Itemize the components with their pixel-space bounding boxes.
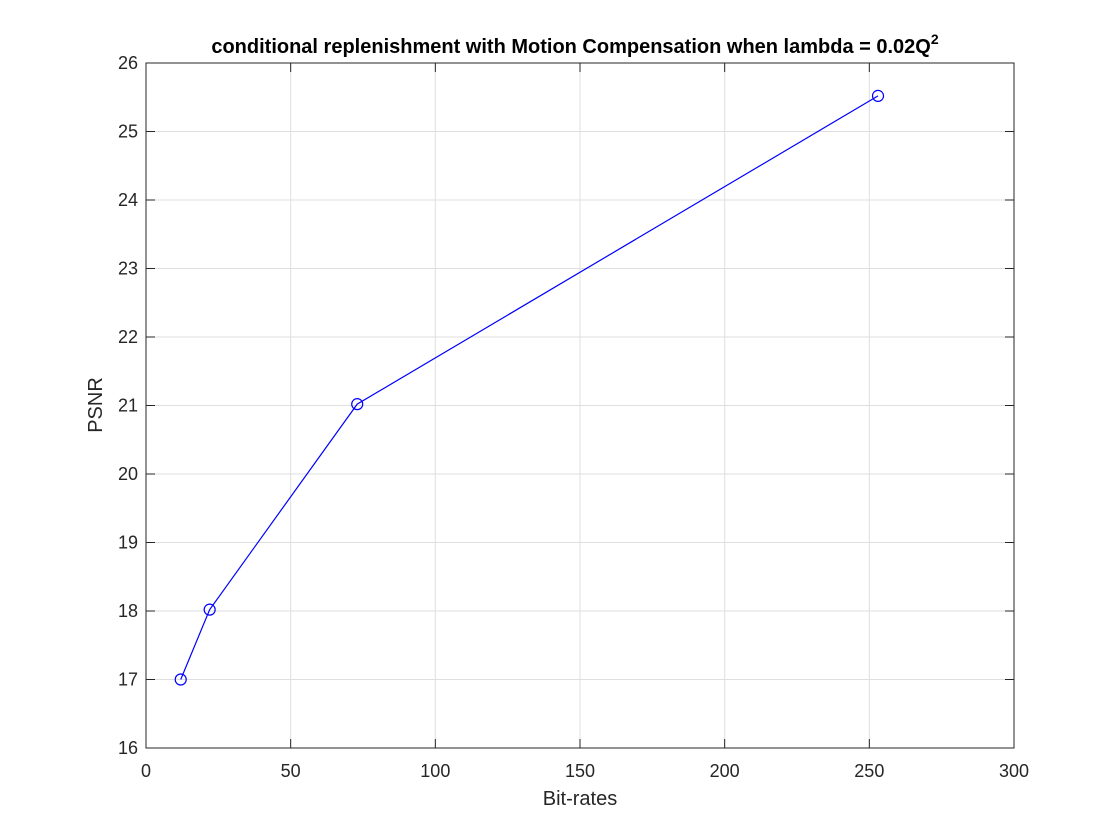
y-axis-label: PSNR — [85, 377, 107, 433]
x-tick-label: 0 — [141, 761, 151, 781]
y-tick-label: 19 — [118, 533, 138, 553]
x-tick-label: 300 — [999, 761, 1029, 781]
y-tick-label: 21 — [118, 396, 138, 416]
x-axis-label: Bit-rates — [543, 788, 617, 810]
x-tick-label: 200 — [710, 761, 740, 781]
chart-title: conditional replenishment with Motion Co… — [211, 31, 939, 58]
data-point-marker — [351, 398, 364, 411]
y-tick-label: 17 — [118, 670, 138, 690]
y-tick-label: 24 — [118, 190, 138, 210]
chart-title-superscript: 2 — [931, 31, 939, 47]
y-tick-label: 16 — [118, 738, 138, 758]
data-point-marker — [174, 673, 187, 686]
y-tick-label: 23 — [118, 259, 138, 279]
y-tick-label: 22 — [118, 327, 138, 347]
data-point-marker — [871, 89, 885, 102]
x-tick-label: 100 — [420, 761, 450, 781]
series-layer — [174, 89, 885, 686]
chart-title-text: conditional replenishment with Motion Co… — [211, 36, 931, 58]
axes: 0 50 100 150 200 250 300 16 17 18 19 20 21 22 23 24 25 26 — [118, 53, 1029, 781]
x-tick-label: 50 — [281, 761, 301, 781]
x-tick-label: 150 — [565, 761, 595, 781]
series-line — [180, 95, 879, 680]
y-tick-label: 18 — [118, 601, 138, 621]
y-tick-label: 26 — [118, 53, 138, 73]
x-tick-label: 250 — [854, 761, 884, 781]
data-point-marker — [203, 603, 216, 616]
y-tick-label: 25 — [118, 122, 138, 142]
y-tick-label: 20 — [118, 464, 138, 484]
